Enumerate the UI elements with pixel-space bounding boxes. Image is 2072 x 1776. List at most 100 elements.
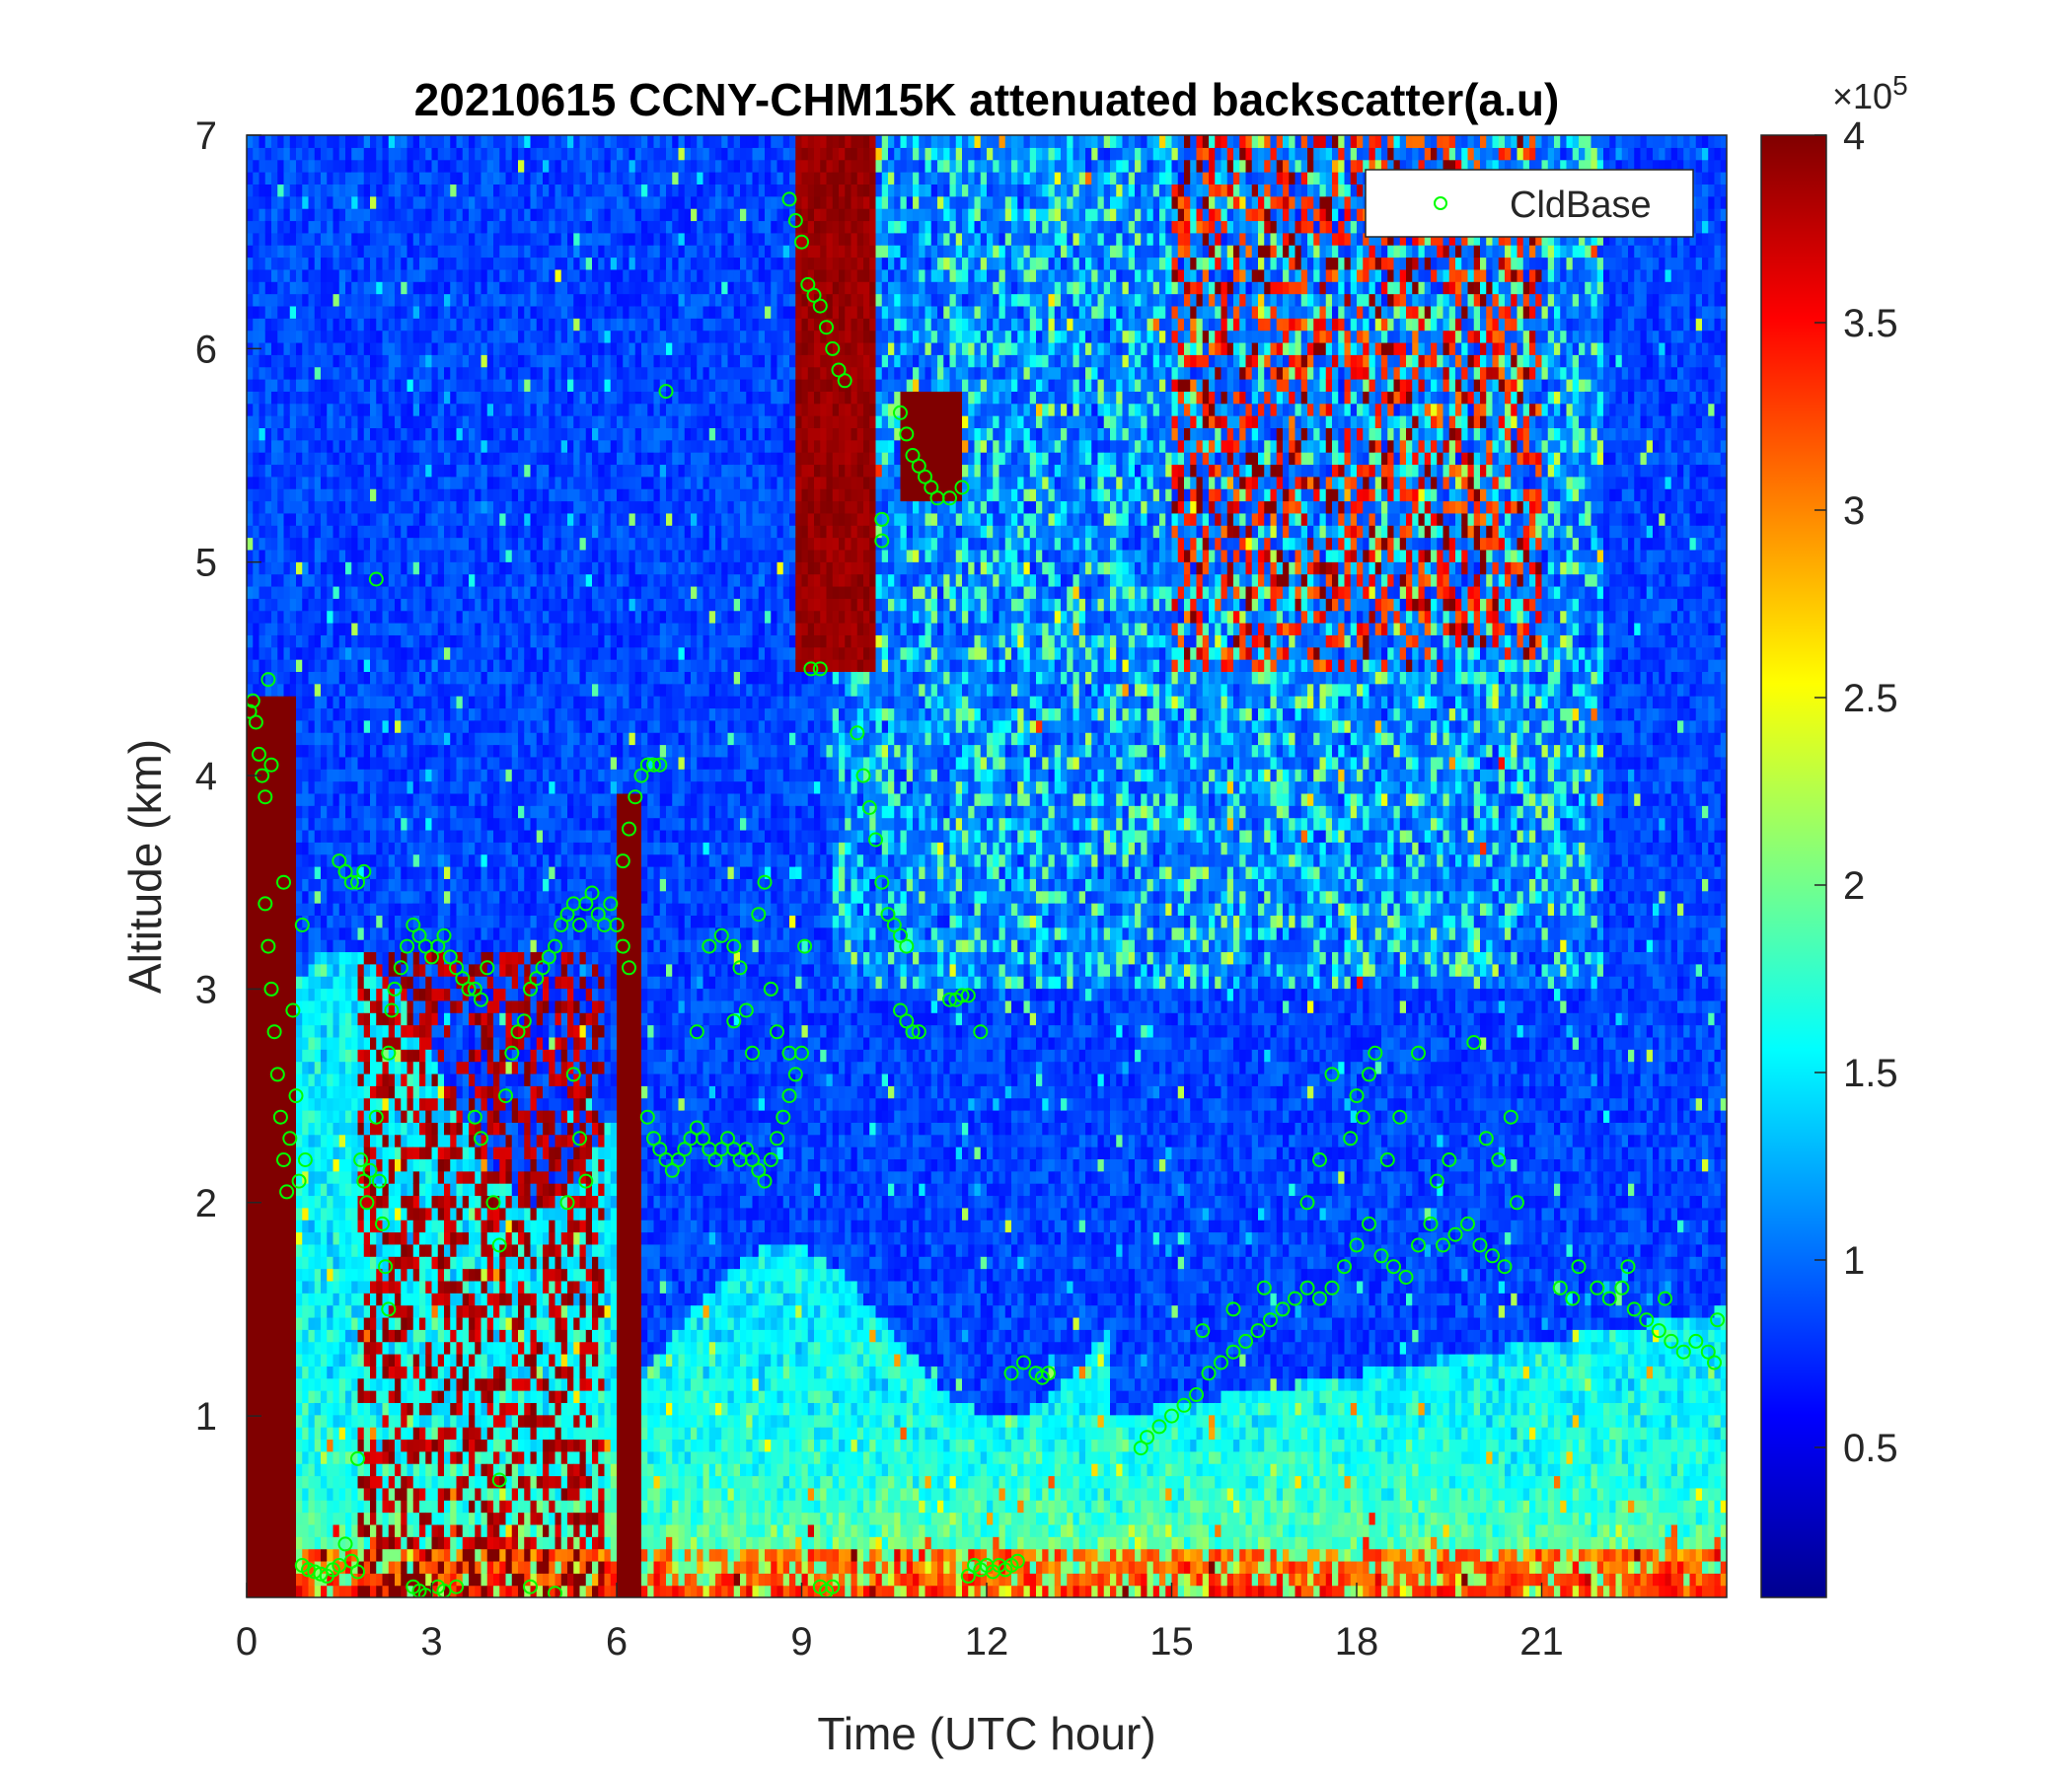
heatmap-cell	[401, 1536, 408, 1550]
heatmap-cell	[376, 780, 384, 794]
heatmap-cell	[321, 220, 328, 234]
heatmap-cell	[407, 341, 414, 355]
heatmap-cell	[493, 999, 500, 1013]
heatmap-cell	[296, 1085, 303, 1099]
heatmap-cell	[370, 379, 377, 392]
heatmap-cell	[321, 1512, 328, 1525]
heatmap-cell	[450, 610, 458, 624]
heatmap-cell	[321, 1243, 328, 1257]
heatmap-cell	[264, 634, 272, 648]
heatmap-cell	[363, 1536, 371, 1550]
heatmap-cell	[296, 646, 303, 660]
heatmap-cell	[395, 525, 402, 539]
heatmap-cell	[493, 683, 500, 697]
heatmap-cell	[253, 1475, 260, 1489]
heatmap-cell	[333, 1183, 340, 1197]
heatmap-cell	[264, 403, 272, 416]
heatmap-cell	[308, 1293, 316, 1306]
heatmap-cell	[493, 1110, 500, 1123]
heatmap-cell	[283, 452, 291, 466]
heatmap-cell	[412, 719, 420, 733]
heatmap-cell	[401, 1560, 408, 1574]
heatmap-cell	[412, 379, 420, 392]
heatmap-cell	[382, 696, 390, 709]
heatmap-cell	[456, 878, 464, 892]
heatmap-cell	[419, 1439, 426, 1452]
heatmap-cell	[412, 525, 420, 539]
heatmap-cell	[475, 1329, 482, 1343]
heatmap-cell	[401, 1110, 408, 1123]
heatmap-cell	[437, 1195, 445, 1209]
heatmap-cell	[395, 817, 402, 831]
heatmap-cell	[493, 1573, 500, 1587]
heatmap-cell	[486, 903, 494, 916]
heatmap-cell	[351, 1293, 359, 1306]
heatmap-cell	[314, 756, 322, 770]
heatmap-cell	[475, 1024, 482, 1038]
heatmap-cell	[247, 842, 254, 855]
heatmap-cell	[412, 1560, 420, 1574]
heatmap-cell	[450, 1573, 458, 1587]
heatmap-cell	[357, 1427, 365, 1441]
heatmap-cell	[469, 915, 476, 928]
heatmap-cell	[351, 561, 359, 575]
heatmap-cell	[271, 1085, 278, 1099]
heatmap-cell	[289, 659, 297, 672]
heatmap-cell	[388, 610, 396, 624]
heatmap-cell	[264, 159, 272, 173]
heatmap-cell	[475, 232, 482, 246]
heatmap-cell	[363, 853, 371, 867]
heatmap-cell	[444, 671, 451, 685]
heatmap-cell	[289, 792, 297, 806]
heatmap-cell	[382, 464, 390, 478]
heatmap-cell	[388, 452, 396, 466]
heatmap-cell	[247, 330, 254, 343]
heatmap-cell	[481, 476, 488, 489]
heatmap-cell	[264, 1316, 272, 1330]
heatmap-cell	[431, 257, 439, 270]
heatmap-cell	[456, 366, 464, 380]
heatmap-cell	[456, 1036, 464, 1050]
heatmap-cell	[462, 1523, 470, 1537]
heatmap-cell	[271, 1487, 278, 1501]
heatmap-cell	[450, 245, 458, 259]
heatmap-cell	[283, 439, 291, 453]
heatmap-cell	[289, 732, 297, 746]
heatmap-cell	[437, 999, 445, 1013]
heatmap-cell	[395, 707, 402, 721]
heatmap-cell	[437, 939, 445, 953]
heatmap-cell	[388, 1036, 396, 1050]
heatmap-cell	[283, 464, 291, 478]
heatmap-cell	[444, 1390, 451, 1403]
heatmap-cell	[338, 926, 346, 940]
heatmap-cell	[259, 1414, 266, 1428]
heatmap-cell	[382, 792, 390, 806]
heatmap-cell	[357, 853, 365, 867]
heatmap-cell	[462, 1329, 470, 1343]
heatmap-cell	[289, 354, 297, 368]
heatmap-cell	[333, 1134, 340, 1147]
heatmap-cell	[469, 805, 476, 819]
heatmap-cell	[302, 1097, 310, 1111]
heatmap-cell	[450, 341, 458, 355]
heatmap-cell	[431, 464, 439, 478]
heatmap-cell	[437, 379, 445, 392]
heatmap-cell	[481, 1012, 488, 1026]
heatmap-cell	[247, 1487, 254, 1501]
heatmap-cell	[469, 707, 476, 721]
heatmap-cell	[277, 1012, 285, 1026]
heatmap-cell	[450, 1085, 458, 1099]
heatmap-cell	[283, 1304, 291, 1318]
heatmap-cell	[370, 195, 377, 209]
heatmap-cell	[271, 561, 278, 575]
heatmap-cell	[338, 976, 346, 990]
heatmap-cell	[412, 707, 420, 721]
heatmap-cell	[363, 610, 371, 624]
heatmap-cell	[327, 525, 334, 539]
heatmap-cell	[450, 1134, 458, 1147]
heatmap-cell	[345, 379, 352, 392]
heatmap-cell	[401, 842, 408, 855]
heatmap-cell	[345, 403, 352, 416]
heatmap-cell	[345, 1110, 352, 1123]
heatmap-cell	[419, 1147, 426, 1159]
